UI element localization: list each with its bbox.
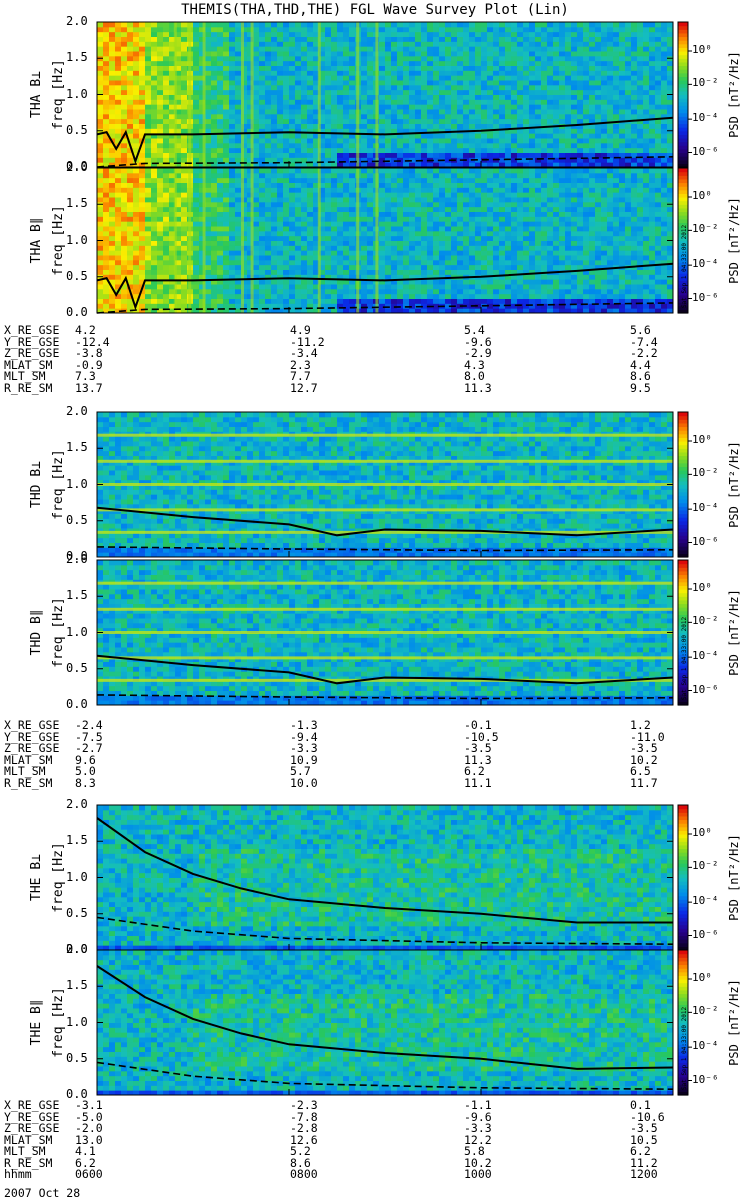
colorbar-label: PSD [nT²/Hz] <box>727 979 741 1066</box>
y-tick-label: 0.0 <box>66 697 88 711</box>
ephem-row-label: hhmm <box>4 1168 32 1180</box>
spectrogram-panel: THE B⊥ freq [Hz] <box>29 805 674 951</box>
colorbar-tick: 10⁰ <box>692 433 712 446</box>
colorbar-tick: 10⁻² <box>692 76 719 89</box>
colorbar-tick: 10⁻⁴ <box>692 501 719 514</box>
spectrogram-panel: THD B∥ freq [Hz] <box>29 560 674 706</box>
timestamp-stamp: Sat Sep 1 04:33:00 2012 <box>681 1007 688 1090</box>
panel-ylabel: THA B∥ <box>29 218 44 264</box>
y-tick-label: 0.5 <box>66 513 88 527</box>
colorbar-tick: 10⁻² <box>692 859 719 872</box>
colorbar-tick: 10⁻⁴ <box>692 649 719 662</box>
spectrogram-panel: THE B∥ freq [Hz] <box>29 950 674 1096</box>
ephem-value: 0800 <box>290 1168 318 1180</box>
spectrogram-panel: THA B⊥ freq [Hz] <box>29 22 674 168</box>
y-tick-label: 0.0 <box>66 305 88 319</box>
colorbar-label: PSD [nT²/Hz] <box>727 589 741 676</box>
ephem-value: 11.3 <box>464 382 492 394</box>
y-tick-label: 1.0 <box>66 1015 88 1029</box>
y-tick-label: 1.5 <box>66 440 88 454</box>
timestamp-stamp: Sat Sep 1 04:33:00 2012 <box>681 225 688 308</box>
y-tick-label: 1.5 <box>66 833 88 847</box>
colorbar-label: PSD [nT²/Hz] <box>727 197 741 284</box>
panel-freq-label: freq [Hz] <box>51 59 66 129</box>
colorbar-label: PSD [nT²/Hz] <box>727 51 741 138</box>
y-tick-label: 2.0 <box>66 797 88 811</box>
y-tick-label: 1.5 <box>66 588 88 602</box>
timestamp-stamp: Sat Sep 1 04:33:00 2012 <box>681 617 688 700</box>
y-tick-label: 0.5 <box>66 123 88 137</box>
y-tick-label: 1.0 <box>66 870 88 884</box>
y-tick-label: 2.0 <box>66 552 88 566</box>
colorbar-tick: 10⁰ <box>692 971 712 984</box>
y-tick-label: 2.0 <box>66 14 88 28</box>
ephem-value: 8.3 <box>75 777 96 789</box>
colorbar-tick: 10⁻⁴ <box>692 111 719 124</box>
colorbar-tick: 10⁻⁴ <box>692 1039 719 1052</box>
y-tick-label: 0.5 <box>66 661 88 675</box>
panel-ylabel: THA B⊥ <box>29 71 44 118</box>
y-tick-label: 2.0 <box>66 160 88 174</box>
y-tick-label: 1.5 <box>66 978 88 992</box>
ephem-value: 9.5 <box>630 382 651 394</box>
panel-freq-label: freq [Hz] <box>51 842 66 912</box>
ephem-value: 11.1 <box>464 777 492 789</box>
y-tick-label: 2.0 <box>66 942 88 956</box>
ephem-value: 12.7 <box>290 382 318 394</box>
panel-ylabel: THE B∥ <box>29 1000 44 1046</box>
colorbar-tick: 10⁰ <box>692 826 712 839</box>
panel-ylabel: THD B⊥ <box>29 461 44 508</box>
y-tick-label: 2.0 <box>66 404 88 418</box>
colorbar-tick: 10⁻⁶ <box>692 291 719 304</box>
colorbar-tick: 10⁻² <box>692 614 719 627</box>
ephem-value: 11.7 <box>630 777 658 789</box>
ephem-value: 13.7 <box>75 382 103 394</box>
panel-freq-label: freq [Hz] <box>51 205 66 275</box>
colorbar-tick: 10⁰ <box>692 189 712 202</box>
panel-ylabel: THD B∥ <box>29 610 44 656</box>
colorbar-label: PSD [nT²/Hz] <box>727 441 741 528</box>
y-tick-label: 1.0 <box>66 625 88 639</box>
date-label: 2007 Oct 28 <box>4 1187 80 1199</box>
spectrogram-panel: THD B⊥ freq [Hz] <box>29 412 674 558</box>
y-tick-label: 0.5 <box>66 1051 88 1065</box>
ephem-value: 1200 <box>630 1168 658 1180</box>
y-tick-label: 0.5 <box>66 269 88 283</box>
panel-freq-label: freq [Hz] <box>51 597 66 667</box>
colorbar-tick: 10⁻⁶ <box>692 683 719 696</box>
y-tick-label: 1.0 <box>66 477 88 491</box>
colorbar-tick: 10⁻⁶ <box>692 145 719 158</box>
panel-ylabel: THE B⊥ <box>29 854 44 901</box>
ephem-value: 10.0 <box>290 777 318 789</box>
colorbar-tick: 10⁻⁶ <box>692 535 719 548</box>
colorbar-tick: 10⁰ <box>692 581 712 594</box>
colorbar-tick: 10⁻⁴ <box>692 257 719 270</box>
y-tick-label: 1.5 <box>66 196 88 210</box>
ephem-row-label: R_RE_SM <box>4 777 52 789</box>
colorbar-tick: 10⁻² <box>692 222 719 235</box>
colorbar-label: PSD [nT²/Hz] <box>727 834 741 921</box>
y-tick-label: 1.0 <box>66 87 88 101</box>
spectrogram-panel: THA B∥ freq [Hz] <box>29 168 674 314</box>
colorbar-tick: 10⁻² <box>692 466 719 479</box>
colorbar-tick: 10⁻⁶ <box>692 928 719 941</box>
y-tick-label: 1.0 <box>66 233 88 247</box>
ephem-value: 0600 <box>75 1168 103 1180</box>
colorbar-tick: 10⁻² <box>692 1004 719 1017</box>
ephem-value: 1000 <box>464 1168 492 1180</box>
colorbar-tick: 10⁻⁴ <box>692 894 719 907</box>
panel-freq-label: freq [Hz] <box>51 449 66 519</box>
y-tick-label: 1.5 <box>66 50 88 64</box>
colorbar-tick: 10⁻⁶ <box>692 1073 719 1086</box>
ephem-row-label: R_RE_SM <box>4 382 52 394</box>
colorbar-tick: 10⁰ <box>692 43 712 56</box>
y-tick-label: 0.5 <box>66 906 88 920</box>
panel-freq-label: freq [Hz] <box>51 987 66 1057</box>
